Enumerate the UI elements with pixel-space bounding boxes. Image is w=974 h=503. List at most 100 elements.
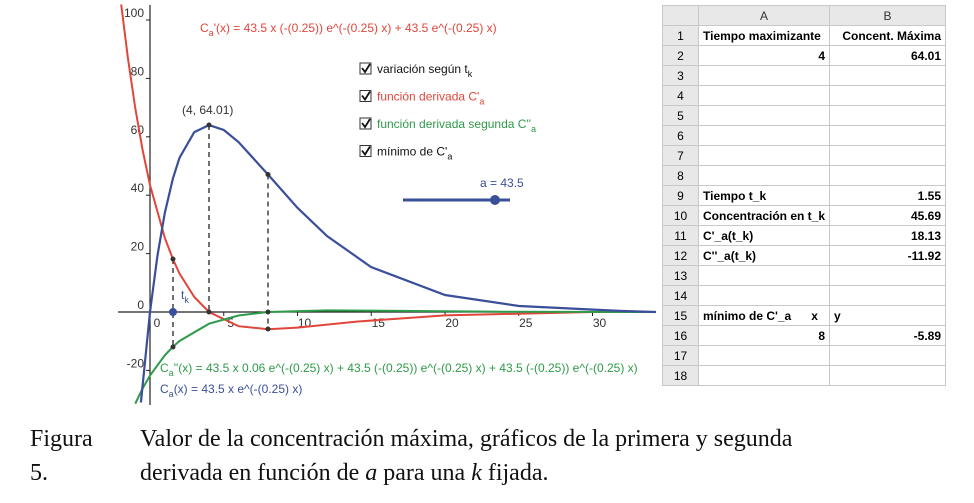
- cell: [829, 265, 947, 286]
- checkmark: [361, 146, 371, 157]
- x-tick-label: 25: [519, 316, 533, 330]
- point: [265, 172, 271, 177]
- checkbox-text: función derivada segunda C'': [377, 117, 531, 131]
- sheet-row: 1 Tiempo maximizante Concent. Máxima: [662, 25, 947, 46]
- caption-part: k: [471, 460, 482, 486]
- point: [206, 309, 212, 315]
- cell: [829, 65, 947, 86]
- sheet-row: 4: [662, 85, 947, 106]
- sheet-row: 14: [662, 285, 947, 306]
- row-number: 4: [662, 85, 699, 106]
- cell: Tiempo t_k: [697, 185, 831, 206]
- cell: [697, 265, 831, 286]
- row-number: 15: [662, 305, 699, 326]
- cell: [697, 365, 831, 386]
- cell: -11.92: [829, 245, 947, 266]
- checkbox[interactable]: [359, 145, 372, 157]
- sheet-row: 11 C'_a(t_k) 18.13: [662, 225, 947, 246]
- point: [206, 122, 212, 128]
- slider-knob[interactable]: [490, 195, 500, 205]
- checkmark: [361, 91, 371, 102]
- checkbox-text: mínimo de C': [377, 145, 447, 159]
- cell: Concentración en t_k: [697, 205, 831, 226]
- point: [265, 309, 271, 315]
- point: [170, 344, 176, 350]
- cell: [697, 125, 831, 146]
- sheet-row: 9 Tiempo t_k 1.55: [662, 185, 947, 206]
- cell: [829, 285, 947, 306]
- row-number: 9: [662, 185, 699, 206]
- caption-part: a: [365, 460, 378, 486]
- row-number: 17: [662, 345, 699, 366]
- cell: [829, 85, 947, 106]
- row-number: 14: [662, 285, 699, 306]
- cell: Concent. Máxima: [829, 25, 947, 46]
- caption-part: para una: [377, 460, 472, 486]
- checkmark: [361, 118, 371, 129]
- cell: 8: [697, 325, 831, 346]
- curve-first-derivative: [120, 4, 656, 331]
- cell: 18.13: [829, 225, 947, 246]
- sheet-row: 17: [662, 345, 947, 366]
- cell: mínimo de C'_a x: [697, 305, 831, 326]
- point: [265, 326, 271, 332]
- checkbox-sub: a: [479, 97, 484, 107]
- y-tick-label: -20: [127, 356, 145, 370]
- column-header: B: [829, 5, 947, 26]
- points: [170, 122, 271, 350]
- cell: [829, 125, 947, 146]
- sheet-row: 12 C''_a(t_k) -11.92: [662, 245, 947, 266]
- cell: C''_a(t_k): [697, 245, 831, 266]
- curve-concentration: [139, 123, 657, 403]
- sheet-row: 8: [662, 165, 947, 186]
- caption-part: derivada en función de: [140, 460, 366, 486]
- spreadsheet: A B 1 Tiempo maximizante Concent. Máxima 2 4 64…: [662, 5, 947, 386]
- checkboxes: variación según tk función derivada C'a fu…: [359, 62, 536, 162]
- checkbox[interactable]: [359, 90, 372, 102]
- checkbox-label: variación según tk: [377, 62, 473, 79]
- y-tick-label: 40: [131, 181, 145, 195]
- cell: 1.55: [829, 185, 947, 206]
- cell: [697, 105, 831, 126]
- row-number: 18: [662, 365, 699, 386]
- checkbox[interactable]: [359, 117, 372, 130]
- cell: 45.69: [829, 205, 947, 226]
- x-tick-label: 30: [593, 316, 607, 330]
- cell: [697, 145, 831, 166]
- cell: C'_a(t_k): [697, 225, 831, 246]
- sheet-row: 6: [662, 125, 947, 146]
- checkbox[interactable]: [359, 62, 372, 75]
- y-tick-label: 0: [137, 298, 144, 312]
- cell: [697, 285, 831, 306]
- cell: [697, 165, 831, 186]
- row-number: 3: [662, 65, 699, 86]
- row-number: 7: [662, 145, 699, 166]
- cell: 4: [697, 45, 831, 66]
- tk-label: tk: [181, 288, 189, 305]
- x-tick-label: 15: [372, 316, 386, 330]
- cell: Tiempo maximizante: [697, 25, 831, 46]
- cell: [697, 65, 831, 86]
- cell: [697, 85, 831, 106]
- point-label: (4, 64.01): [182, 103, 233, 117]
- point-tk[interactable]: [169, 308, 177, 316]
- sheet-row: 16 8 -5.89: [662, 325, 947, 346]
- row-number: 8: [662, 165, 699, 186]
- point: [170, 256, 176, 262]
- row-number: 5: [662, 105, 699, 126]
- checkbox-label: función derivada segunda C''a: [377, 117, 536, 134]
- sheet-row: 2 4 64.01: [662, 45, 947, 66]
- cell: [829, 165, 947, 186]
- checkbox-label: mínimo de C'a: [377, 145, 452, 162]
- graph-area: [118, 5, 658, 405]
- cell: [829, 145, 947, 166]
- column-header: A: [697, 5, 831, 26]
- row-number: 11: [662, 225, 699, 246]
- x-tick-label: 20: [445, 316, 459, 330]
- checkbox-label: función derivada C'a: [377, 90, 484, 107]
- cell: y: [829, 305, 947, 326]
- cell: 64.01: [829, 45, 947, 66]
